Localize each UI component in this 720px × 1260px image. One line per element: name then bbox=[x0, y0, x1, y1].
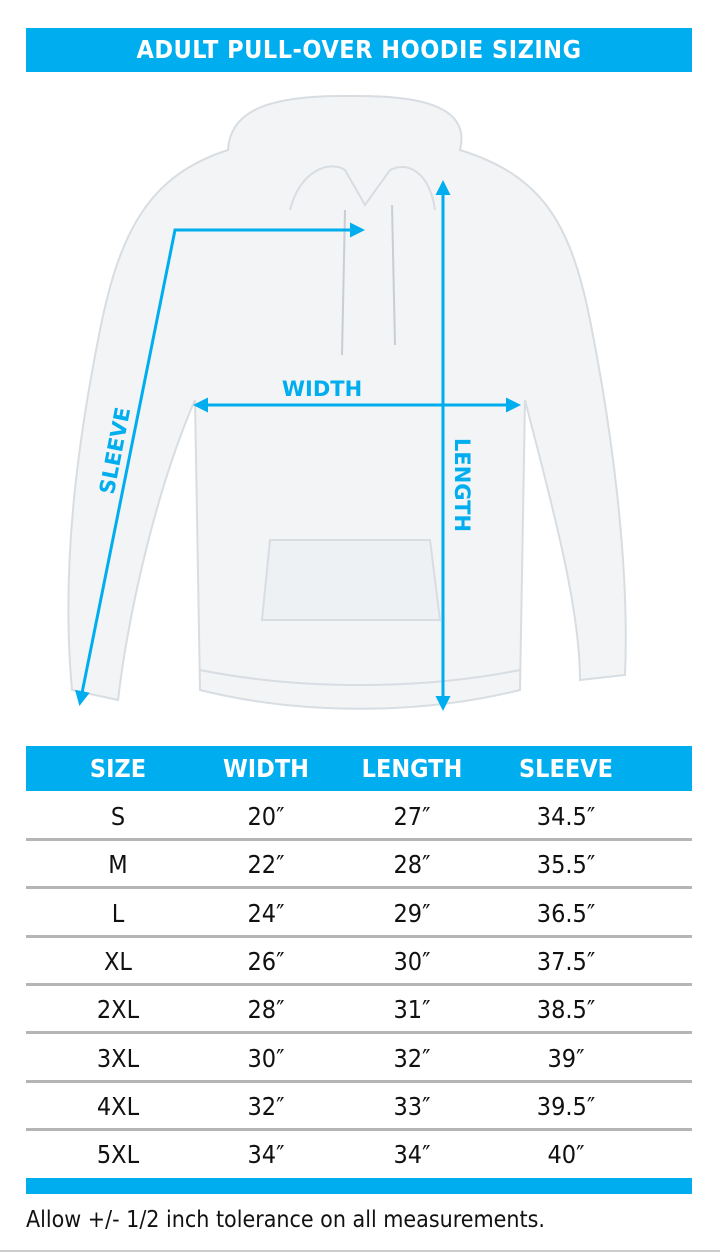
measurement-arrows bbox=[75, 180, 521, 711]
header-size: SIZE bbox=[89, 754, 147, 783]
hoodie-illustration bbox=[67, 94, 627, 710]
hoodie-diagram: WIDTH LENGTH SLEEVE bbox=[67, 94, 627, 711]
table-row: 2XL 28″ 31″ 38.5″ bbox=[26, 986, 692, 1035]
cell-size: XL bbox=[104, 946, 132, 976]
cell-width: 24″ bbox=[247, 898, 285, 928]
cell-size: L bbox=[111, 898, 125, 928]
table-row: 5XL 34″ 34″ 40″ bbox=[26, 1131, 692, 1179]
cell-sleeve: 36.5″ bbox=[536, 898, 596, 928]
row-divider bbox=[26, 934, 692, 938]
cell-length: 29″ bbox=[393, 898, 431, 928]
table-row: 3XL 30″ 32″ 39″ bbox=[26, 1035, 692, 1083]
cell-sleeve: 39.5″ bbox=[536, 1091, 596, 1121]
tolerance-note: Allow +/- 1/2 inch tolerance on all meas… bbox=[26, 1207, 545, 1233]
cell-width: 20″ bbox=[247, 802, 285, 831]
row-divider bbox=[26, 838, 692, 841]
cell-sleeve: 34.5″ bbox=[536, 802, 596, 831]
table-row: XL 26″ 30″ 37.5″ bbox=[26, 938, 692, 986]
cell-length: 30″ bbox=[393, 946, 431, 976]
table-row: 4XL 32″ 33″ 39.5″ bbox=[26, 1083, 692, 1131]
cell-sleeve: 35.5″ bbox=[536, 850, 596, 880]
cell-length: 31″ bbox=[393, 995, 431, 1025]
row-divider bbox=[26, 886, 692, 890]
cell-length: 32″ bbox=[393, 1043, 431, 1073]
cell-size: 4XL bbox=[96, 1091, 140, 1121]
sleeve-arrow bbox=[75, 222, 365, 706]
row-divider bbox=[26, 1127, 692, 1131]
cell-sleeve: 38.5″ bbox=[536, 995, 596, 1025]
table-row: M 22″ 28″ 35.5″ bbox=[26, 841, 692, 890]
header-length: LENGTH bbox=[361, 754, 463, 783]
row-divider bbox=[26, 1031, 692, 1035]
cell-width: 32″ bbox=[247, 1091, 285, 1121]
row-divider bbox=[26, 1079, 692, 1083]
chart-title: ADULT PULL-OVER HOODIE SIZING bbox=[26, 28, 692, 72]
width-label: WIDTH bbox=[282, 377, 362, 401]
cell-sleeve: 37.5″ bbox=[536, 946, 596, 976]
header-width: WIDTH bbox=[222, 754, 310, 783]
table-footer-bar bbox=[26, 1178, 692, 1194]
divider bbox=[0, 1250, 720, 1252]
cell-size: 2XL bbox=[96, 995, 140, 1025]
cell-size: 5XL bbox=[96, 1140, 140, 1170]
table-header: SIZE WIDTH LENGTH SLEEVE bbox=[26, 746, 692, 791]
table-row: S 20″ 27″ 34.5″ bbox=[26, 793, 692, 841]
cell-width: 34″ bbox=[247, 1140, 285, 1170]
cell-size: M bbox=[108, 850, 128, 880]
cell-width: 28″ bbox=[247, 995, 285, 1025]
cell-length: 34″ bbox=[393, 1140, 431, 1170]
cell-length: 33″ bbox=[393, 1091, 431, 1121]
header-sleeve: SLEEVE bbox=[518, 754, 614, 783]
cell-width: 26″ bbox=[247, 946, 285, 976]
row-divider bbox=[26, 982, 692, 986]
cell-sleeve: 40″ bbox=[547, 1140, 585, 1170]
cell-size: 3XL bbox=[96, 1043, 140, 1073]
cell-sleeve: 39″ bbox=[547, 1043, 585, 1073]
cell-width: 22″ bbox=[247, 850, 285, 880]
cell-length: 28″ bbox=[393, 850, 431, 880]
table-row: L 24″ 29″ 36.5″ bbox=[26, 890, 692, 938]
cell-length: 27″ bbox=[393, 802, 431, 831]
length-label: LENGTH bbox=[450, 438, 474, 532]
cell-width: 30″ bbox=[247, 1043, 285, 1073]
cell-size: S bbox=[110, 802, 126, 831]
